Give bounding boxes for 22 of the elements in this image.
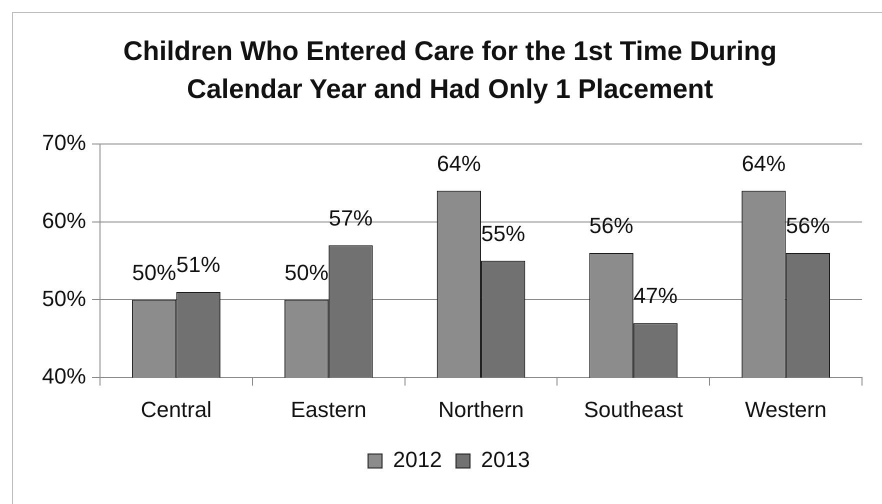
y-tick-label: 60% <box>42 208 86 233</box>
data-label: 55% <box>481 220 526 246</box>
data-label: 64% <box>742 150 786 176</box>
y-tick-label: 50% <box>42 286 86 311</box>
data-label: 50% <box>132 260 176 285</box>
data-label: 64% <box>436 150 481 176</box>
x-tick-label: Eastern <box>290 396 367 422</box>
legend-label: 2012 <box>393 447 442 472</box>
data-label: 50% <box>284 260 329 285</box>
chart-title: Children Who Entered Care for the 1st Time During Calendar Year and Had Only 1 Placement <box>122 35 778 106</box>
data-label: 57% <box>328 205 373 230</box>
y-tick-label: 40% <box>42 364 86 389</box>
legend-label: 2013 <box>481 447 530 472</box>
x-tick-label: Western <box>745 396 827 422</box>
data-label: 56% <box>589 213 634 238</box>
data-label: 51% <box>176 252 220 278</box>
y-tick-label: 70% <box>42 130 86 156</box>
x-tick-label: Southeast <box>584 396 683 422</box>
x-tick-label: Northern <box>438 396 524 422</box>
data-label: 56% <box>786 213 830 238</box>
x-tick-label: Central <box>140 396 212 422</box>
data-label: 47% <box>633 283 678 308</box>
